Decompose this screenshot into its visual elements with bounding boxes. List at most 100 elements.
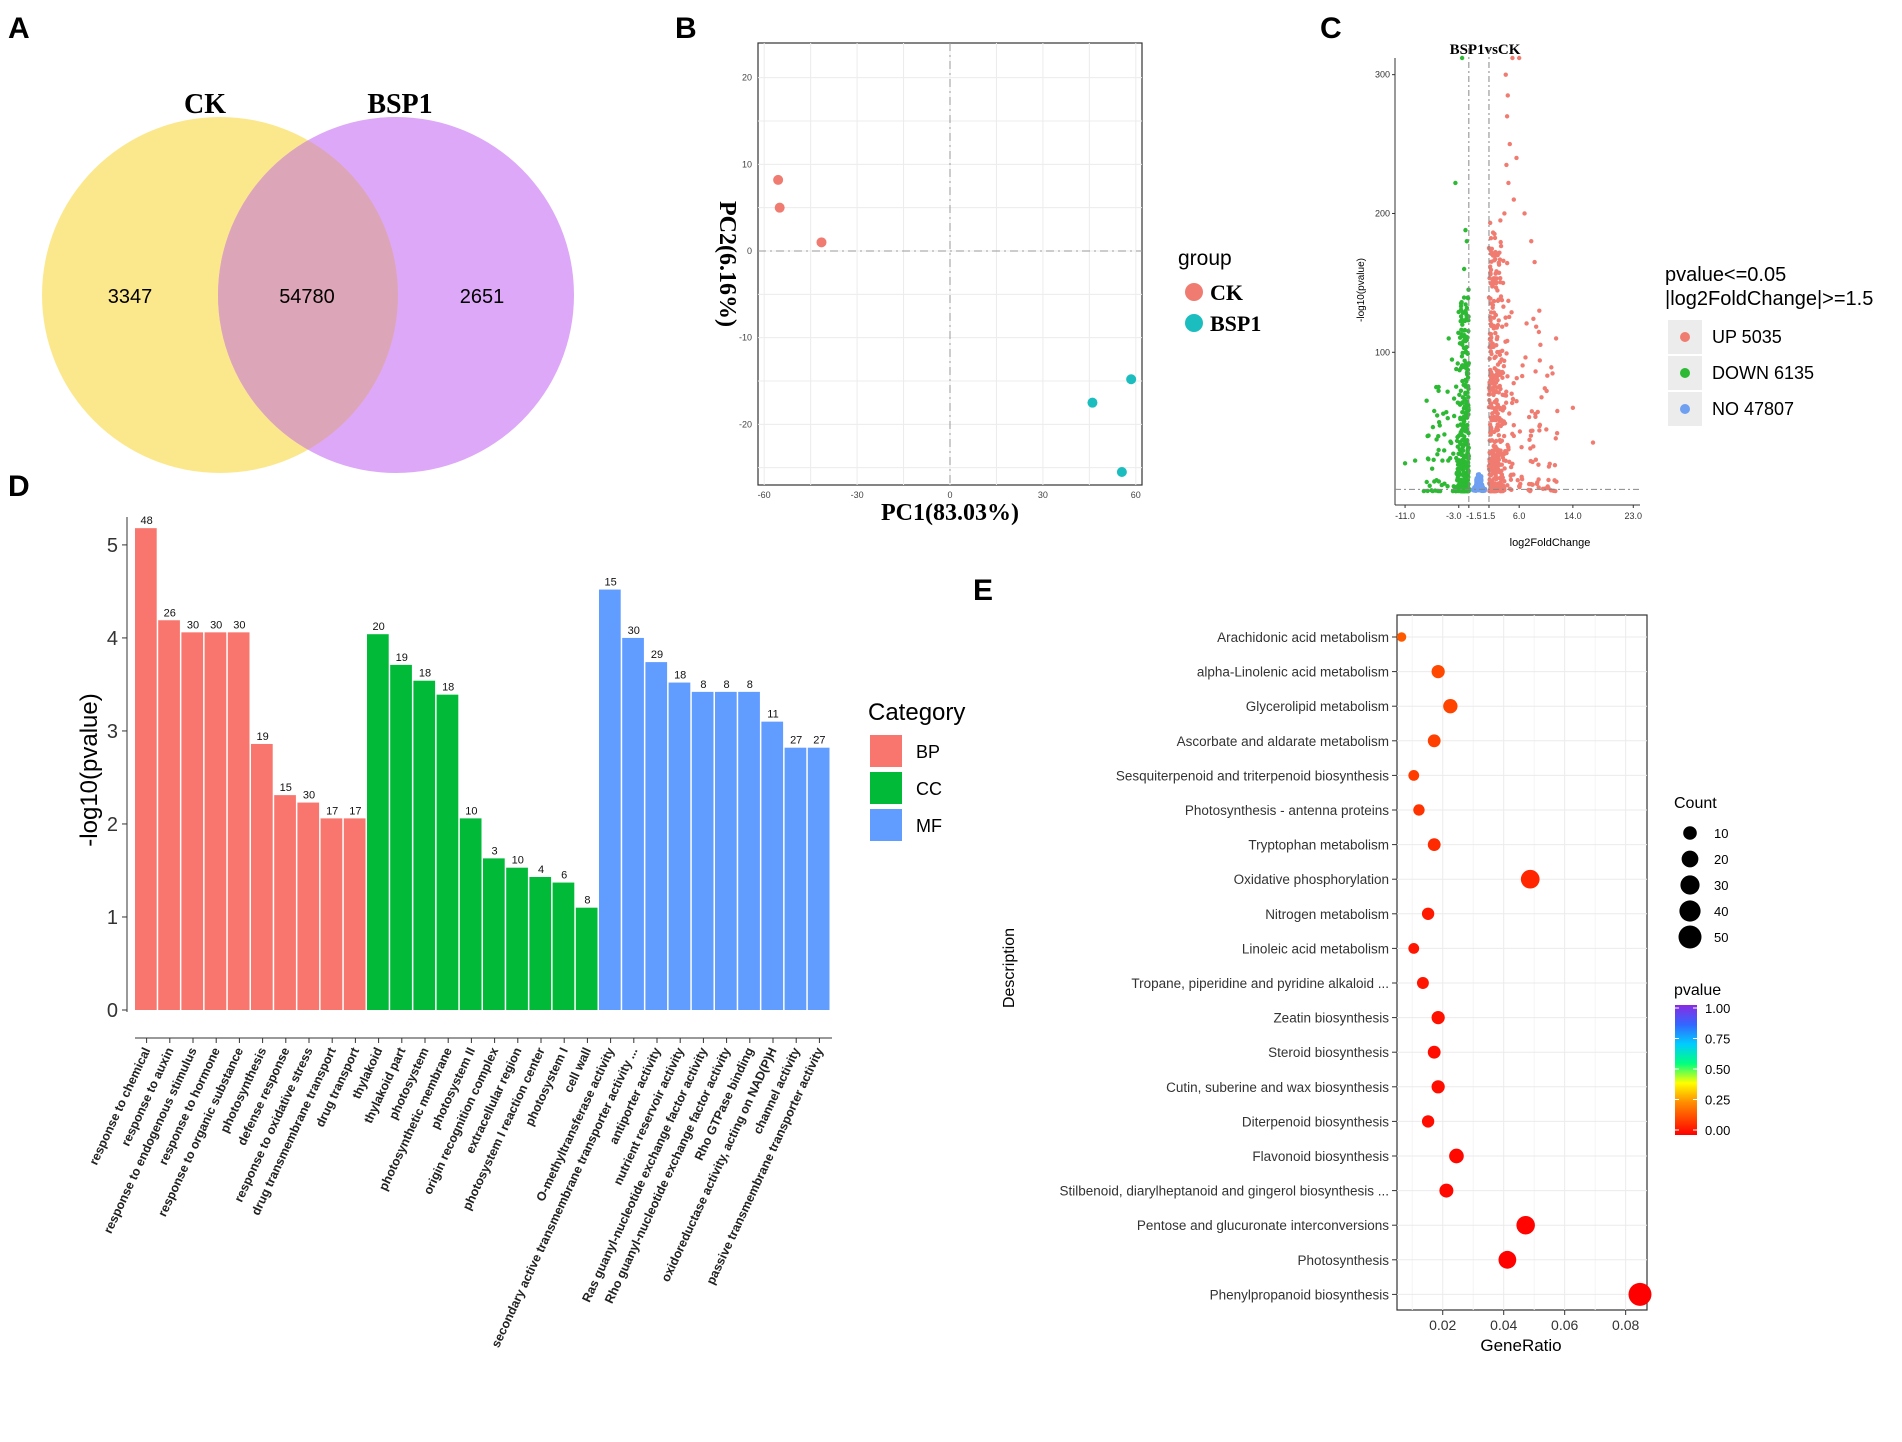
bar-data-label: 30 bbox=[187, 619, 199, 631]
volcano-point-up bbox=[1503, 72, 1508, 77]
volcano-point-down bbox=[1451, 396, 1457, 401]
dot-point bbox=[1443, 699, 1458, 714]
dot-point bbox=[1413, 804, 1425, 816]
dot-point bbox=[1628, 1282, 1652, 1306]
volcano-point-down bbox=[1462, 327, 1468, 333]
volcano-point-up bbox=[1514, 155, 1519, 161]
volcano-point-up bbox=[1532, 259, 1537, 265]
volcano-point-up bbox=[1531, 316, 1536, 322]
dot-y-tick-label: Phenylpropanoid biosynthesis bbox=[1210, 1287, 1390, 1302]
bar-data-label: 10 bbox=[512, 855, 524, 867]
dot-point bbox=[1516, 1215, 1535, 1235]
volcano-point-up bbox=[1500, 455, 1506, 460]
volcano-point-down bbox=[1454, 366, 1459, 372]
volcano-point-down bbox=[1466, 318, 1471, 323]
volcano-point-up bbox=[1533, 411, 1538, 417]
pca-x-tick-label: 0 bbox=[947, 490, 952, 500]
dot-y-tick-label: Tryptophan metabolism bbox=[1248, 838, 1389, 853]
dot-point bbox=[1431, 664, 1445, 679]
volcano-point-down bbox=[1458, 304, 1464, 309]
volcano-point-up bbox=[1523, 355, 1528, 360]
volcano-point-down bbox=[1430, 424, 1436, 430]
volcano-point-up bbox=[1514, 399, 1519, 404]
dot-y-tick-label: Glycerolipid metabolism bbox=[1246, 699, 1389, 714]
dot-point bbox=[1408, 769, 1420, 781]
volcano-point-up bbox=[1494, 385, 1500, 390]
pvalue-color-bar bbox=[1675, 1005, 1697, 1135]
volcano-point-up bbox=[1508, 472, 1514, 478]
volcano-point-up bbox=[1500, 369, 1505, 375]
bar-data-label: 30 bbox=[233, 619, 245, 631]
volcano-point-up bbox=[1502, 211, 1507, 216]
volcano-point-down bbox=[1424, 398, 1429, 403]
volcano-point-up bbox=[1501, 258, 1506, 263]
volcano-point-down bbox=[1460, 322, 1465, 327]
dot-y-tick-label: Flavonoid biosynthesis bbox=[1252, 1149, 1389, 1164]
volcano-x-axis-label: log2FoldChange bbox=[1510, 537, 1591, 549]
volcano-point-down bbox=[1463, 377, 1468, 383]
bar-mf bbox=[668, 682, 691, 1010]
volcano-point-up bbox=[1522, 211, 1527, 216]
volcano-point-up bbox=[1537, 428, 1542, 433]
bar-data-label: 30 bbox=[628, 625, 640, 637]
dot-y-tick-label: Arachidonic acid metabolism bbox=[1217, 630, 1389, 645]
volcano-point-down bbox=[1430, 488, 1435, 494]
volcano-point-down bbox=[1454, 470, 1459, 476]
volcano-point-up bbox=[1495, 252, 1500, 258]
bar-data-label: 19 bbox=[396, 652, 408, 664]
volcano-point-up bbox=[1533, 457, 1539, 462]
volcano-point-down bbox=[1457, 392, 1462, 397]
bar-mf bbox=[738, 691, 760, 1010]
volcano-point-up bbox=[1496, 262, 1502, 267]
volcano-point-down bbox=[1429, 466, 1435, 471]
volcano-legend-label: NO 47807 bbox=[1712, 399, 1794, 419]
volcano-point-up bbox=[1502, 393, 1507, 398]
volcano-point-down bbox=[1465, 367, 1471, 373]
bar-cc bbox=[390, 664, 412, 1010]
venn-value-ck-only: 3347 bbox=[108, 286, 153, 308]
volcano-point-up bbox=[1503, 315, 1508, 320]
volcano-point-up bbox=[1494, 276, 1499, 281]
volcano-point-up bbox=[1494, 342, 1499, 348]
dot-x-tick-label: 0.06 bbox=[1551, 1317, 1578, 1333]
pca-plot: -60 -30 0 30 60 -20 -10 0 10 20 PC1(83.03%) PC2(6… bbox=[714, 42, 1261, 526]
volcano-point-down bbox=[1460, 400, 1465, 405]
volcano-point-up bbox=[1502, 358, 1507, 364]
volcano-point-up bbox=[1537, 308, 1542, 313]
dot-point bbox=[1431, 1010, 1445, 1025]
volcano-point-no bbox=[1479, 474, 1484, 479]
bar-bp bbox=[320, 818, 343, 1010]
volcano-point-up bbox=[1545, 484, 1550, 489]
volcano-point-no bbox=[1474, 485, 1479, 490]
volcano-point-up bbox=[1570, 405, 1576, 411]
volcano-point-down bbox=[1463, 429, 1468, 434]
dot-point bbox=[1520, 869, 1540, 889]
volcano-point-down bbox=[1457, 478, 1463, 483]
panel-label-c: C bbox=[1320, 12, 1342, 45]
volcano-point-up bbox=[1527, 488, 1533, 494]
pca-legend-title: group bbox=[1178, 247, 1232, 270]
volcano-point-down bbox=[1451, 451, 1456, 456]
bar-bp bbox=[343, 818, 366, 1010]
volcano-point-down bbox=[1458, 422, 1464, 427]
volcano-point-down bbox=[1462, 404, 1467, 409]
bar-bp bbox=[135, 528, 157, 1010]
volcano-point-down bbox=[1453, 180, 1458, 186]
volcano-point-up bbox=[1507, 141, 1512, 147]
volcano-x-tick-label: 6.0 bbox=[1513, 511, 1526, 521]
volcano-point-up bbox=[1531, 444, 1536, 449]
volcano-point-up bbox=[1517, 484, 1522, 489]
volcano-point-up bbox=[1488, 267, 1494, 273]
color-legend-title: pvalue bbox=[1674, 982, 1721, 999]
volcano-point-up bbox=[1546, 464, 1552, 469]
volcano-title: BSP1vsCK bbox=[1450, 42, 1521, 58]
dot-point bbox=[1396, 632, 1407, 642]
volcano-point-down bbox=[1460, 457, 1466, 462]
bar-data-label: 11 bbox=[767, 709, 778, 721]
volcano-point-up bbox=[1491, 326, 1496, 331]
volcano-point-down bbox=[1458, 365, 1464, 371]
dot-y-tick-label: Pentose and glucuronate interconversions bbox=[1137, 1218, 1389, 1233]
volcano-point-up bbox=[1498, 386, 1503, 392]
volcano-point-up bbox=[1490, 302, 1496, 308]
bar-data-label: 3 bbox=[492, 845, 498, 857]
